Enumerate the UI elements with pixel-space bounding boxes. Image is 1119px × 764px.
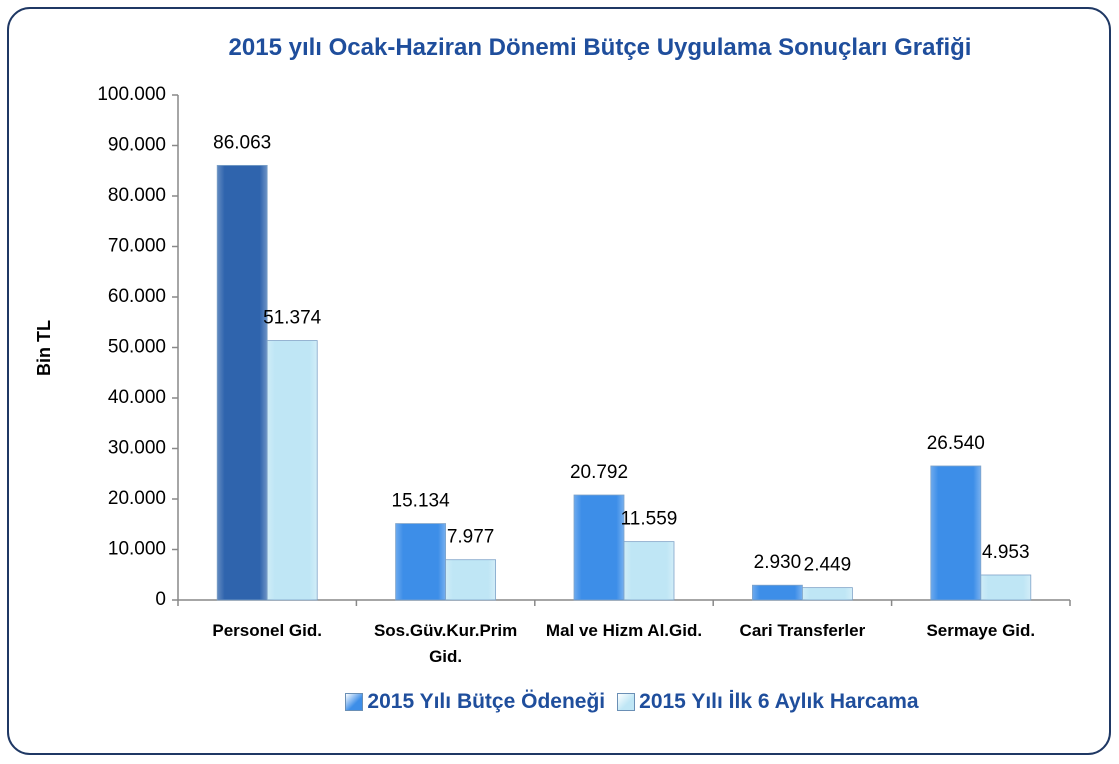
y-tick-label: 50.000 [108,337,166,358]
data-label: 4.953 [982,542,1030,563]
x-tick-label: Sos.Güv.Kur.Prim Gid. [373,621,518,666]
bar [395,523,447,601]
x-tick-label: Mal ve Hizm Al.Gid. [545,621,703,640]
chart-title: 2015 yılı Ocak-Haziran Dönemi Bütçe Uygu… [228,34,972,61]
y-tick-label: 70.000 [108,236,166,257]
legend-item: 2015 Yılı İlk 6 Aylık Harcama [617,690,919,714]
y-tick-label: 30.000 [108,438,166,459]
x-tick-label: Sermaye Gid. [926,621,1036,640]
data-label: 2.449 [804,555,852,576]
bar [802,587,853,601]
data-label: 15.134 [392,491,451,512]
data-label: 86.063 [213,132,271,153]
y-tick-label: 0 [155,589,166,610]
data-label: 20.792 [570,462,628,483]
bar [445,559,497,601]
y-tick-label: 10.000 [108,539,166,560]
legend-item: 2015 Yılı Bütçe Ödeneği [345,690,605,714]
y-tick-label: 60.000 [108,286,166,307]
legend: 2015 Yılı Bütçe Ödeneği 2015 Yılı İlk 6 A… [0,690,1119,714]
x-tick-label: Cari Transferler [739,621,866,640]
legend-label: 2015 Yılı Bütçe Ödeneği [367,690,606,713]
data-label: 11.559 [621,509,678,530]
bar [266,340,318,601]
y-tick-label: 80.000 [108,185,166,206]
data-label: 26.540 [927,433,985,454]
bar [573,494,625,601]
bar [980,574,1032,601]
legend-swatch [345,693,364,711]
y-axis-label: Bin TL [34,320,54,376]
legend-label: 2015 Yılı İlk 6 Aylık Harcama [639,690,919,713]
bar [216,164,268,601]
bar [623,541,675,601]
data-label: 7.977 [447,527,495,548]
x-tick-label: Personel Gid. [212,621,322,640]
y-tick-label: 90.000 [108,135,166,156]
y-tick-label: 20.000 [108,488,166,509]
bar [930,465,982,601]
bar [752,584,803,601]
y-tick-label: 100.000 [97,84,166,105]
data-label: 2.930 [754,552,802,573]
y-tick-label: 40.000 [108,387,166,408]
legend-swatch [617,693,636,711]
data-label: 51.374 [263,308,322,329]
